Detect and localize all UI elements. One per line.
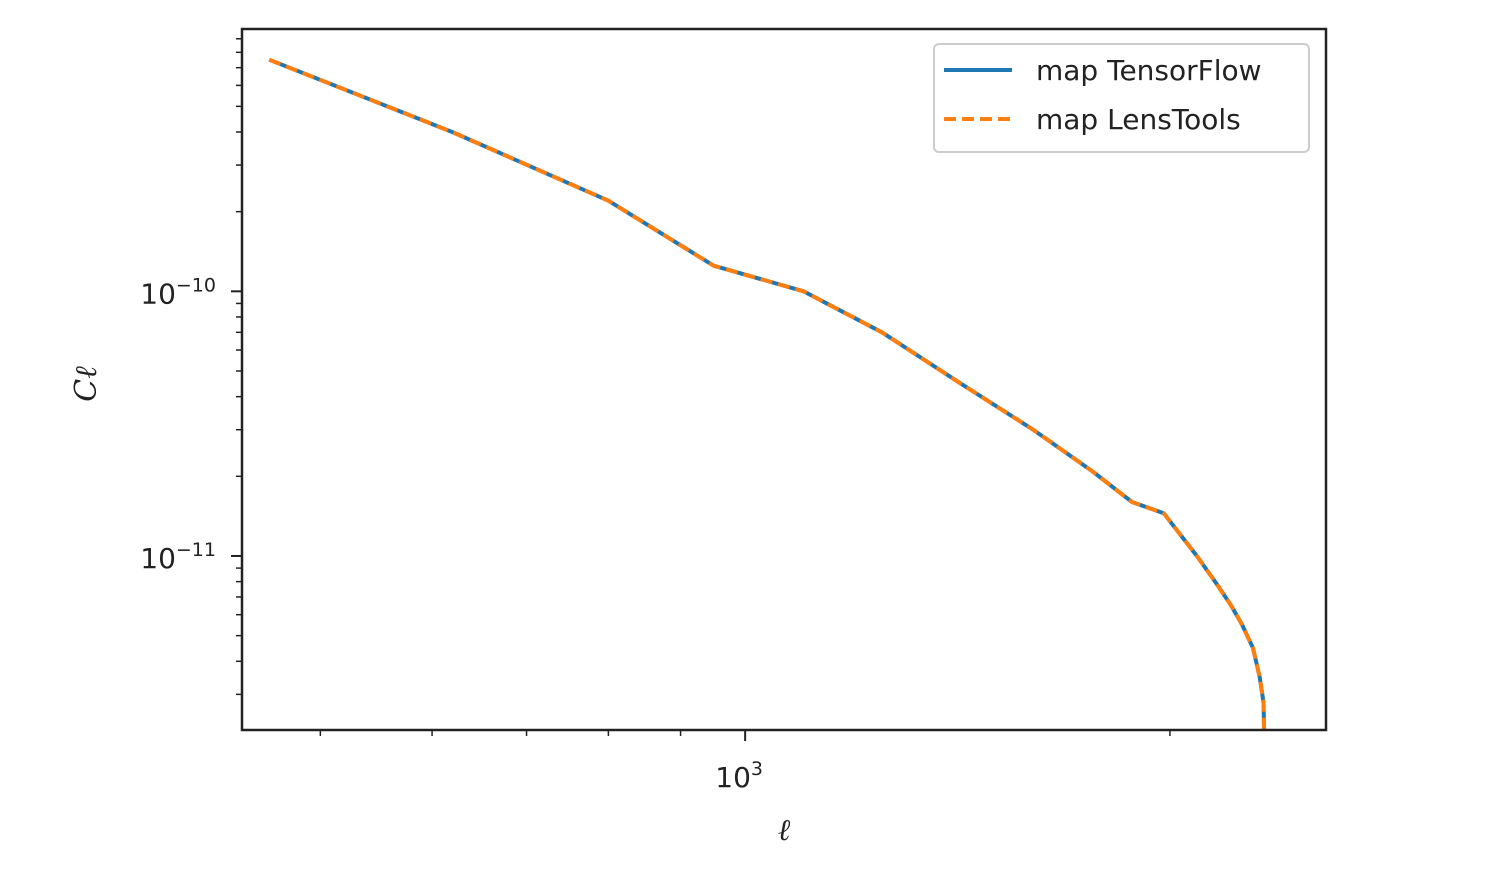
y-tick-label: 10−10: [140, 274, 216, 310]
series-line-lenstools: [268, 57, 1267, 731]
tick-labels: 103 10−10 10−11: [140, 274, 763, 794]
plot-lines: [268, 57, 1267, 731]
legend-label-lenstools: map LensTools: [1036, 103, 1241, 136]
legend-label-tensorflow: map TensorFlow: [1036, 54, 1262, 87]
legend: map TensorFlow map LensTools: [933, 43, 1310, 153]
legend-box: [933, 43, 1310, 153]
y-tick-label: 10−11: [140, 539, 216, 575]
x-tick-label: 103: [715, 758, 763, 794]
plot-frame: [240, 27, 1328, 732]
major-ticks: [231, 290, 747, 741]
y-axis-label: Cℓ: [69, 366, 104, 402]
x-axis-label: ℓ: [778, 813, 791, 848]
